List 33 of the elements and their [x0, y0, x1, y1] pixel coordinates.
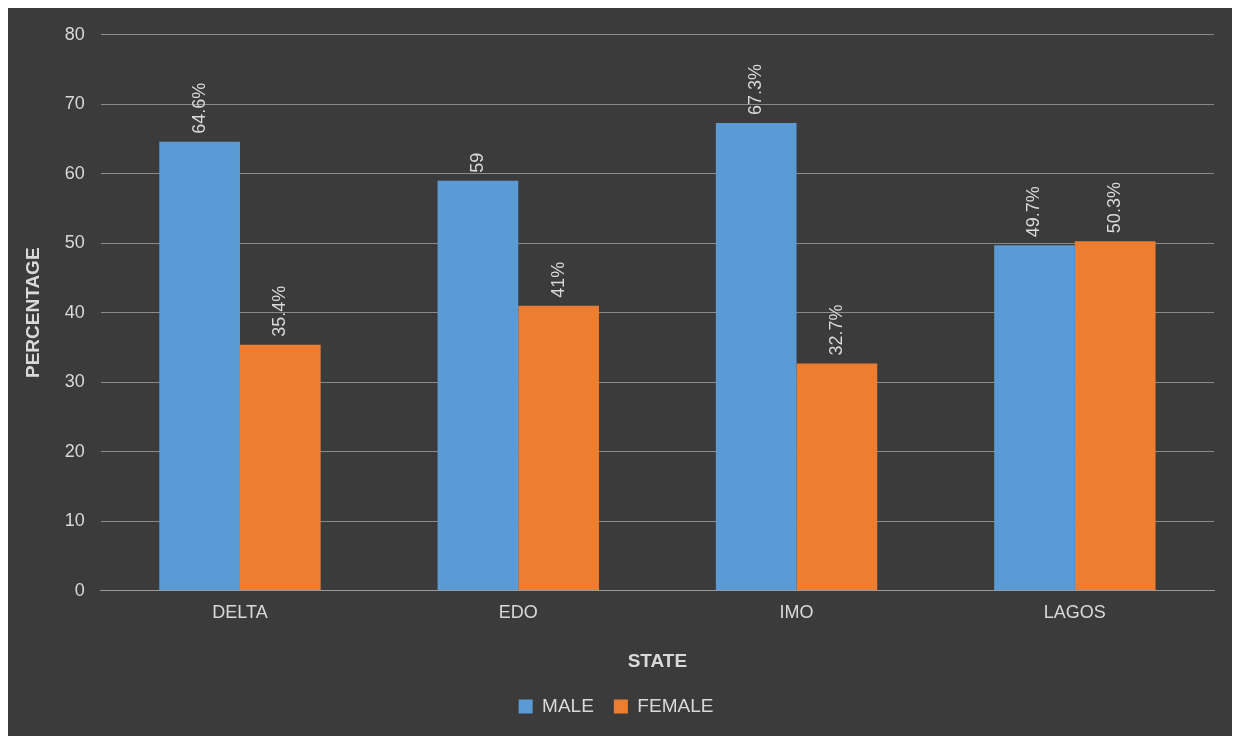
data-label: 50.3%: [1104, 182, 1125, 234]
y-tick-label: 80: [64, 23, 85, 44]
y-axis-title: PERCENTAGE: [21, 247, 43, 378]
x-tick-label: DELTA: [212, 602, 268, 623]
x-tick-label: LAGOS: [1043, 602, 1106, 623]
bar: [239, 344, 321, 591]
bar: [437, 180, 519, 591]
data-label: 67.3%: [745, 63, 766, 116]
data-label: 35.4%: [269, 285, 290, 337]
y-tick-label: 50: [64, 232, 85, 253]
bar: [994, 245, 1075, 591]
y-tick-label: 0: [74, 579, 85, 600]
x-tick-label: IMO: [779, 602, 814, 623]
y-tick-label: 60: [64, 162, 85, 183]
legend-label: FEMALE: [637, 694, 714, 716]
bar: [1074, 241, 1156, 591]
data-label: 32.7%: [825, 304, 846, 356]
y-tick-label: 40: [64, 301, 85, 322]
bar: [796, 363, 878, 591]
y-tick-label: 20: [64, 440, 85, 461]
data-label: 49.7%: [1023, 186, 1044, 238]
bar: [518, 305, 599, 591]
y-tick-label: 70: [64, 93, 85, 114]
y-tick-label: 30: [64, 371, 85, 392]
x-tick-label: EDO: [498, 602, 538, 623]
legend-label: MALE: [542, 694, 594, 716]
y-tick-label: 10: [64, 510, 85, 531]
data-label: 64.6%: [188, 82, 209, 134]
x-axis-title: STATE: [627, 649, 688, 671]
data-label: 41%: [547, 261, 568, 298]
bar: [159, 141, 240, 591]
bar: [715, 123, 797, 591]
data-label: 59: [466, 152, 487, 173]
